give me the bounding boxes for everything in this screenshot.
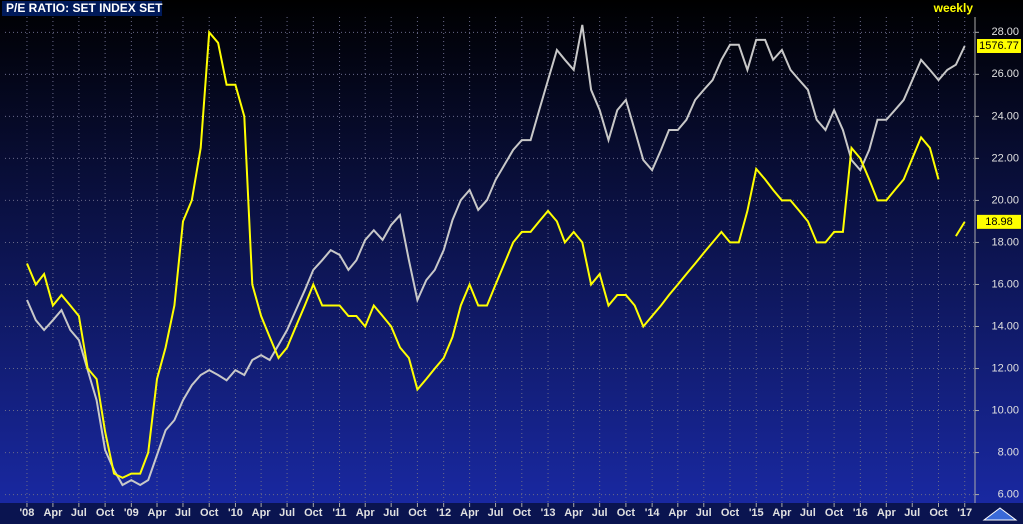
x-tick-label: Apr: [356, 507, 376, 519]
x-tick-label: Oct: [304, 507, 323, 519]
x-tick-label: Jul: [279, 507, 295, 519]
x-tick-label: Apr: [564, 507, 584, 519]
y-tick-label: 18.00: [991, 236, 1019, 248]
x-tick-label: Oct: [200, 507, 219, 519]
x-axis-band: [0, 503, 1023, 524]
x-tick-label: Apr: [772, 507, 792, 519]
y-tick-label: 22.00: [991, 152, 1019, 164]
x-tick-label: '11: [332, 507, 346, 519]
last-value-label: 1576.77: [979, 40, 1019, 52]
y-tick-label: 26.00: [991, 68, 1019, 80]
y-tick-label: 10.00: [991, 404, 1019, 416]
series-line: [26, 29, 940, 479]
x-tick-label: Jul: [696, 507, 712, 519]
x-tick-label: Apr: [460, 507, 480, 519]
x-tick-label: '17: [957, 507, 972, 519]
x-tick-label: Oct: [513, 507, 532, 519]
x-tick-label: Jul: [488, 507, 504, 519]
x-tick-label: Apr: [668, 507, 688, 519]
x-tick-label: '16: [853, 507, 868, 519]
x-tick-label: Apr: [252, 507, 272, 519]
y-tick-label: 8.00: [998, 446, 1019, 458]
x-tick-label: '10: [228, 507, 243, 519]
x-tick-label: '13: [541, 507, 556, 519]
x-tick-label: '08: [20, 507, 35, 519]
y-tick-label: 28.00: [991, 26, 1019, 38]
series-line: [26, 24, 966, 487]
y-tick-label: 24.00: [991, 110, 1019, 122]
x-tick-label: Jul: [383, 507, 399, 519]
y-tick-label: 20.00: [991, 194, 1019, 206]
last-value-box: [977, 38, 1021, 53]
y-tick-label: 6.00: [998, 489, 1019, 501]
x-tick-label: '14: [645, 507, 661, 519]
last-value-box: [977, 214, 1021, 229]
x-tick-label: '09: [124, 507, 139, 519]
x-tick-label: Oct: [825, 507, 844, 519]
x-tick-label: Apr: [43, 507, 63, 519]
last-value-label: 18.98: [985, 216, 1013, 228]
chart-title: P/E RATIO: SET INDEX SET: [6, 1, 163, 15]
x-tick-label: Jul: [71, 507, 87, 519]
x-tick-label: Oct: [929, 507, 948, 519]
y-tick-label: 12.00: [991, 362, 1019, 374]
chart-subtitle: weekly: [933, 1, 974, 15]
x-tick-label: Apr: [148, 507, 168, 519]
x-tick-label: Apr: [877, 507, 897, 519]
y-tick-label: 14.00: [991, 320, 1019, 332]
x-tick-label: Oct: [96, 507, 115, 519]
corner-icon[interactable]: [982, 507, 1018, 521]
x-tick-label: Jul: [800, 507, 816, 519]
x-tick-label: Oct: [617, 507, 636, 519]
x-tick-label: Jul: [904, 507, 920, 519]
y-tick-label: 16.00: [991, 278, 1019, 290]
x-tick-label: Jul: [175, 507, 191, 519]
x-tick-label: Oct: [408, 507, 427, 519]
x-tick-label: Jul: [592, 507, 608, 519]
series-line: [955, 221, 966, 237]
x-tick-label: '15: [749, 507, 764, 519]
x-tick-label: Oct: [721, 507, 740, 519]
x-tick-label: '12: [436, 507, 451, 519]
title-box: [2, 1, 162, 16]
